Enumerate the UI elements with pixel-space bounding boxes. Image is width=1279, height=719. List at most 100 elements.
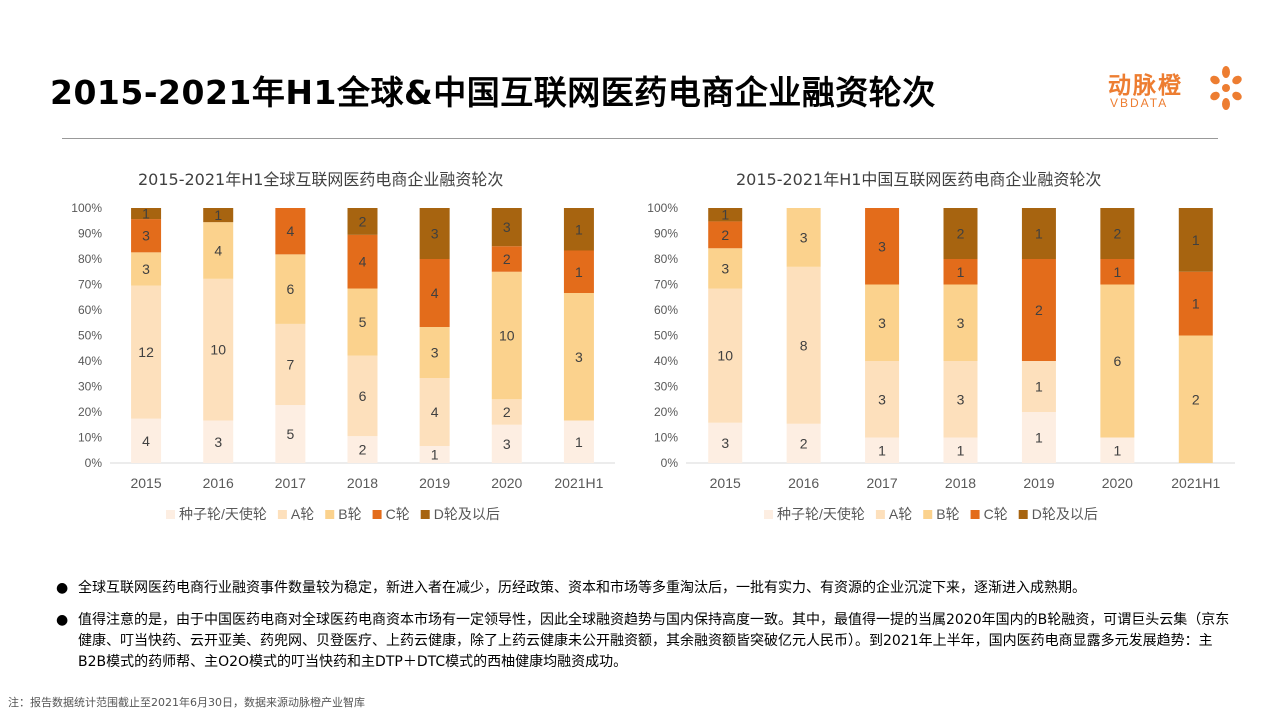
bar-segment [563, 250, 594, 293]
x-tick-label: 2015 [710, 475, 741, 491]
data-label: 3 [214, 434, 222, 450]
legend-label: C轮 [386, 506, 410, 522]
legend-swatch [970, 510, 980, 519]
legend-label: A轮 [291, 506, 314, 522]
data-label: 12 [138, 344, 154, 360]
legend-swatch [325, 510, 335, 519]
x-tick-label: 2018 [347, 475, 378, 491]
data-label: 1 [142, 206, 150, 222]
data-label: 2 [1192, 391, 1200, 407]
bar-segment [1178, 335, 1213, 463]
y-tick-label: 50% [78, 329, 102, 343]
legend-swatch [764, 510, 773, 519]
y-tick-label: 40% [654, 354, 678, 368]
data-label: 1 [957, 264, 965, 280]
china-chart: 2015-2021年H1中国互联网医药电商企业融资轮次 0% 10% 20% 30% 4… [640, 160, 1240, 540]
data-label: 6 [359, 388, 367, 404]
y-tick-label: 10% [78, 431, 102, 445]
data-label: 1 [1035, 430, 1043, 446]
bar-segment [943, 361, 978, 438]
y-tick-label: 0% [85, 456, 103, 470]
data-label: 1 [957, 442, 965, 458]
y-tick-label: 30% [78, 380, 102, 394]
bar-segment [131, 208, 162, 220]
data-label: 1 [721, 207, 729, 223]
data-label: 5 [286, 426, 294, 442]
data-label: 8 [800, 337, 808, 353]
bar-segment [347, 234, 378, 289]
data-label: 3 [142, 228, 150, 244]
y-tick-label: 20% [78, 405, 102, 419]
legend-swatch [875, 510, 885, 519]
bar-segment [491, 424, 522, 463]
bar-segment [786, 208, 821, 267]
y-tick-label: 70% [78, 278, 102, 292]
y-tick-label: 100% [71, 201, 102, 215]
data-label: 2 [1035, 302, 1043, 318]
data-label: 3 [957, 315, 965, 331]
bar-segment [943, 284, 978, 361]
bar-segment [1021, 412, 1056, 463]
bar-segment [1100, 437, 1135, 463]
x-tick-label: 2015 [130, 475, 161, 491]
y-tick-label: 90% [78, 227, 102, 241]
logo-subtext: VBDATA [1110, 96, 1169, 110]
bar-segment [786, 423, 821, 463]
x-tick-label: 2017 [275, 475, 306, 491]
bar-segment [708, 422, 743, 463]
bar-segment [491, 271, 522, 400]
legend-swatch [1018, 510, 1028, 519]
bar-segment [708, 288, 743, 423]
china-chart-svg: 0% 10% 20% 30% 40% 50% 60% 70% 80% 90% 100% 3 10 3 2 1 2… [647, 201, 1235, 522]
data-label: 10 [210, 342, 226, 358]
x-tick-label: 2021H1 [554, 475, 603, 491]
y-tick-label: 100% [647, 201, 678, 215]
bar-segment [943, 208, 978, 259]
footnote: 注：报告数据统计范围截止至2021年6月30日，数据来源动脉橙产业智库 [8, 696, 365, 709]
legend-swatch [277, 510, 287, 519]
bar-segment [1178, 271, 1213, 336]
x-tick-label: 2021H1 [1171, 475, 1220, 491]
data-label: 3 [878, 391, 886, 407]
y-tick-label: 10% [654, 431, 678, 445]
bar-segment [419, 378, 450, 446]
data-label: 1 [575, 434, 583, 450]
data-label: 2 [1113, 226, 1121, 242]
y-tick-label: 20% [654, 405, 678, 419]
data-label: 3 [503, 436, 511, 452]
bar-segment [131, 252, 162, 286]
bullet-icon: ● [56, 612, 69, 628]
data-label: 3 [957, 391, 965, 407]
y-tick-label: 0% [661, 456, 679, 470]
notes-list: ● 全球互联网医药电商行业融资事件数量较为稳定，新进入者在减少，历经政策、资本和… [52, 578, 1232, 684]
data-label: 1 [1192, 296, 1200, 312]
legend-label: C轮 [984, 506, 1008, 522]
legend-swatch [166, 510, 175, 519]
data-label: 2 [721, 227, 729, 243]
legend-label: B轮 [936, 506, 959, 522]
bullet-icon: ● [56, 580, 69, 596]
data-label: 3 [878, 238, 886, 254]
bar-segment [419, 327, 450, 378]
x-tick-label: 2017 [866, 475, 897, 491]
data-label: 4 [214, 243, 222, 259]
data-label: 1 [575, 264, 583, 280]
bar-segment [275, 323, 306, 406]
bar-segment [943, 437, 978, 463]
bar-segment [275, 208, 306, 255]
china-chart-title: 2015-2021年H1中国互联网医药电商企业融资轮次 [736, 170, 1102, 189]
bar-segment [419, 446, 450, 463]
bar-segment [708, 248, 743, 289]
bar-segment [275, 405, 306, 463]
data-label: 1 [214, 207, 222, 223]
y-tick-label: 30% [654, 380, 678, 394]
data-label: 4 [142, 433, 150, 449]
bar-segment [275, 254, 306, 324]
data-label: 1 [1192, 232, 1200, 248]
bar-segment [491, 399, 522, 425]
bar-segment [1100, 208, 1135, 259]
note-text: 全球互联网医药电商行业融资事件数量较为稳定，新进入者在减少，历经政策、资本和市场… [78, 580, 1086, 596]
bar-segment [865, 208, 900, 285]
bar-segment [865, 284, 900, 361]
data-label: 1 [878, 442, 886, 458]
